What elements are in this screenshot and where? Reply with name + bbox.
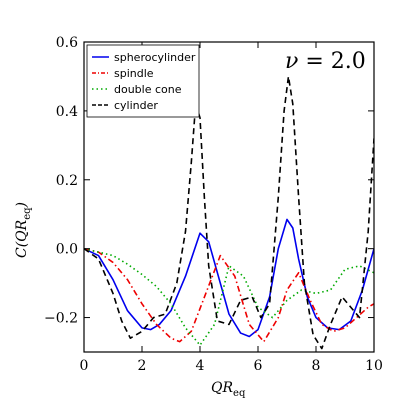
axes: 0 2 4 6 8 10 −0.2 0.0 0.2 0.4 0.6 — [44, 35, 383, 374]
y-tick-label: 0.6 — [56, 35, 78, 51]
x-axis-label: QReq — [211, 380, 246, 399]
plot-frame — [83, 41, 375, 353]
x-tick-label: 0 — [80, 358, 89, 374]
nu-annotation: ν = 2.0 — [285, 49, 366, 74]
legend-label: double cone — [114, 83, 182, 96]
series-line-spherocylinder — [84, 218, 374, 338]
x-tick-label: 4 — [196, 358, 205, 374]
legend-label: cylinder — [114, 99, 158, 112]
x-tick-label: 2 — [138, 358, 147, 374]
y-tick-label: 0.4 — [56, 104, 78, 120]
series-line-spindle — [84, 247, 374, 343]
legend-label: spherocylinder — [114, 51, 196, 64]
legend-label: spindle — [114, 67, 154, 80]
series-line-cylinder — [84, 75, 374, 350]
y-tick-label: 0.0 — [56, 242, 78, 258]
y-axis-label: C(QReq) — [14, 202, 33, 258]
x-tick-label: 6 — [254, 358, 263, 374]
x-tick-label: 10 — [365, 358, 383, 374]
y-tick-label: −0.2 — [44, 311, 78, 327]
y-tick-label: 0.2 — [56, 173, 78, 189]
x-tick-label: 8 — [312, 358, 321, 374]
series-line-double-cone — [84, 247, 374, 346]
plot-area — [84, 75, 374, 350]
legend: spherocylinder spindle double cone cylinder — [86, 44, 200, 118]
